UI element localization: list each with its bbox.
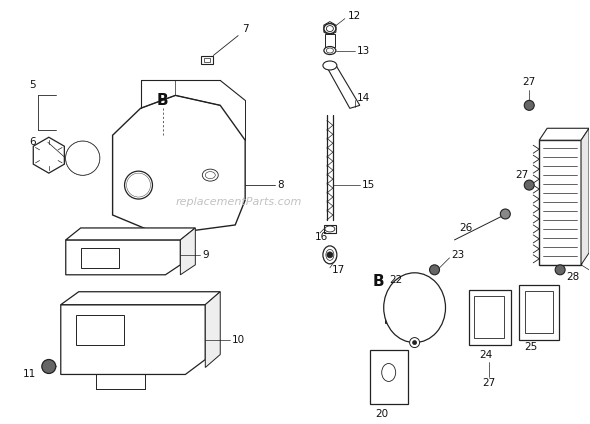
Ellipse shape [326,48,333,53]
Text: B: B [156,93,168,108]
Ellipse shape [326,249,334,260]
Text: 20: 20 [376,409,389,419]
Ellipse shape [323,61,337,70]
Circle shape [412,340,417,345]
Bar [76,315,123,345]
Text: 27: 27 [483,379,496,388]
Text: 13: 13 [357,45,370,56]
Text: 11: 11 [23,369,36,379]
Text: 15: 15 [362,180,375,190]
Polygon shape [61,305,205,374]
Polygon shape [65,228,195,240]
Text: 9: 9 [202,250,209,260]
Text: 23: 23 [451,250,465,260]
Text: 16: 16 [315,232,328,242]
Text: 10: 10 [232,335,245,345]
Ellipse shape [324,24,336,33]
Polygon shape [181,228,195,275]
Circle shape [525,100,534,110]
Polygon shape [581,128,589,265]
Ellipse shape [65,141,100,175]
Ellipse shape [323,246,337,264]
Circle shape [525,180,534,190]
Bar [539,140,581,265]
Circle shape [129,175,149,195]
Bar [370,349,408,404]
Circle shape [430,265,440,275]
Polygon shape [539,128,589,140]
Ellipse shape [325,226,335,232]
Polygon shape [205,292,220,368]
Ellipse shape [205,172,215,179]
Bar [81,248,119,268]
Bar [525,291,553,332]
Ellipse shape [326,25,333,32]
Circle shape [555,265,565,275]
Circle shape [126,173,150,197]
Text: 27: 27 [515,170,529,180]
Ellipse shape [324,47,336,55]
Text: 6: 6 [29,137,35,147]
Text: 26: 26 [460,223,473,233]
Circle shape [327,252,333,258]
Text: 24: 24 [480,349,493,360]
Text: 12: 12 [348,11,361,21]
Polygon shape [324,22,336,36]
Bar [201,56,213,64]
Bar [324,225,336,233]
Text: 17: 17 [332,265,345,275]
Bar [204,58,210,62]
Text: replacementParts.com: replacementParts.com [175,197,301,207]
Polygon shape [33,137,64,173]
Text: B: B [373,274,384,289]
Text: 22: 22 [389,275,403,285]
Circle shape [124,171,152,199]
Bar [474,296,504,338]
Text: 25: 25 [525,342,537,351]
Ellipse shape [382,363,396,382]
Circle shape [409,338,419,348]
Bar [470,290,512,345]
Ellipse shape [71,146,94,170]
Circle shape [42,360,56,374]
Ellipse shape [384,273,445,343]
Ellipse shape [71,146,94,170]
Text: 5: 5 [29,81,35,90]
Text: 27: 27 [522,78,536,87]
Bar [325,33,335,47]
Polygon shape [325,64,360,109]
Text: 14: 14 [357,93,370,103]
Ellipse shape [65,141,100,175]
Polygon shape [113,95,245,235]
Text: 28: 28 [566,272,579,282]
Polygon shape [61,292,220,305]
Bar [385,295,405,323]
Bar [519,285,559,340]
Circle shape [130,177,146,193]
Ellipse shape [202,169,218,181]
Circle shape [500,209,510,219]
Text: 8: 8 [277,180,284,190]
Polygon shape [65,240,181,275]
Text: 7: 7 [242,24,249,33]
